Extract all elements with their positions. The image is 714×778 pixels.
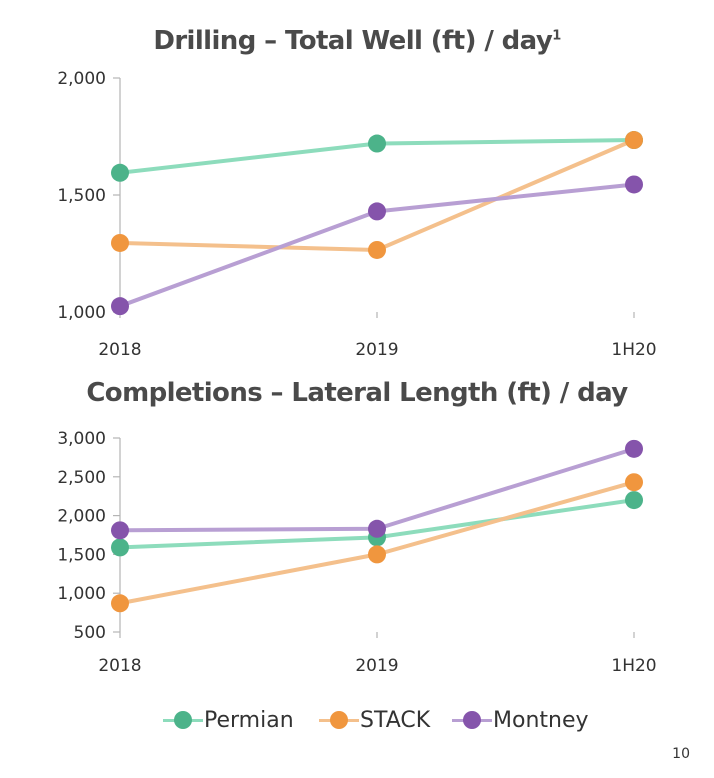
chart1-y-tick-label: 1,500: [57, 186, 106, 206]
chart2-y-tick-label: 500: [74, 623, 106, 643]
legend-swatch-stack: [319, 700, 359, 740]
chart2-series-line-montney: [118, 446, 636, 533]
chart-completions: 500 1,000 1,500 2,000 2,500 3,000 2018 2019 1H20: [57, 429, 656, 676]
chart2-point-stack-2018: [111, 594, 129, 613]
chart2-x-tick-label: 2019: [355, 656, 398, 676]
chart2-x-tick-label: 2018: [98, 656, 141, 676]
legend: Permian STACK Montney: [0, 700, 714, 740]
chart2-point-montney-2019: [368, 519, 386, 538]
chart-title-completions: Completions – Lateral Length (ft) / day: [86, 378, 628, 408]
chart1-point-stack-1h20: [625, 131, 643, 150]
page-number: 10: [672, 746, 690, 762]
chart1-x-tick-label: 2019: [355, 340, 398, 360]
legend-label-montney: Montney: [493, 707, 589, 733]
chart2-point-permian-2018: [111, 538, 129, 557]
chart1-point-montney-2018: [111, 297, 129, 316]
chart2-point-stack-1h20: [625, 473, 643, 492]
legend-swatch-permian: [163, 700, 203, 740]
chart1-point-permian-2018: [111, 163, 129, 182]
chart1-x-tick-label: 1H20: [611, 340, 656, 360]
chart1-x-tick-label: 2018: [98, 340, 141, 360]
legend-swatch-montney: [452, 700, 492, 740]
chart2-y-tick-label: 2,000: [57, 507, 106, 527]
chart-drilling: 1,000 1,500 2,000 2018 2019 1H20: [57, 69, 656, 360]
chart1-point-montney-2019: [368, 202, 386, 221]
chart2-point-stack-2019: [368, 545, 386, 564]
chart1-point-stack-2018: [111, 233, 129, 252]
legend-item-permian: Permian: [163, 700, 294, 740]
chart1-point-permian-2019: [368, 134, 386, 153]
chart1-point-montney-1h20: [625, 175, 643, 194]
legend-item-montney: Montney: [452, 700, 589, 740]
legend-label-permian: Permian: [204, 707, 294, 733]
chart2-y-tick-label: 1,000: [57, 584, 106, 604]
chart2-y-tick-label: 3,000: [57, 429, 106, 449]
chart-title-drilling: Drilling – Total Well (ft) / day1: [153, 26, 561, 56]
chart2-y-tick-label: 2,500: [57, 468, 106, 488]
chart2-point-montney-1h20: [625, 439, 643, 458]
chart2-point-permian-1h20: [625, 491, 643, 510]
legend-item-stack: STACK: [319, 700, 430, 740]
chart2-x-tick-label: 1H20: [611, 656, 656, 676]
chart1-y-tick-label: 1,000: [57, 303, 106, 323]
chart1-point-stack-2019: [368, 240, 386, 259]
chart2-point-montney-2018: [111, 521, 129, 540]
legend-label-stack: STACK: [360, 707, 431, 733]
chart2-y-tick-label: 1,500: [57, 545, 106, 565]
chart1-y-tick-label: 2,000: [57, 69, 106, 89]
